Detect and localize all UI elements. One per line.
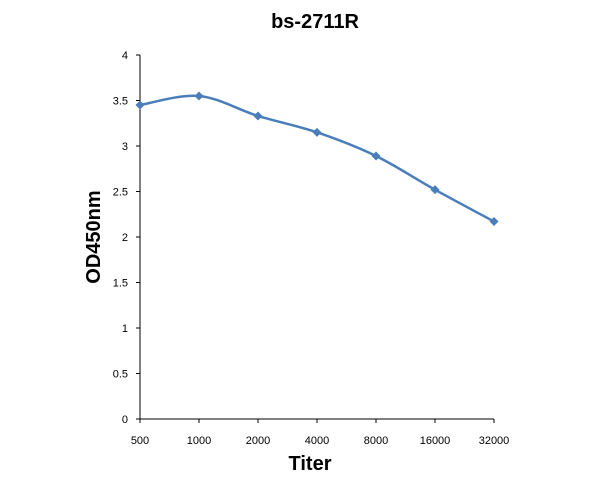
series-line [139,94,495,223]
y-tick-label: 3 [122,141,128,153]
data-point-marker [135,100,145,110]
data-point-marker [253,111,263,121]
y-tick-label: 1.5 [113,278,128,290]
y-tick-label: 2 [122,232,128,244]
x-axis: 500 1000 2000 4000 8000 16000 32000 [131,419,509,447]
x-tick-label: 32000 [479,435,510,447]
series-group [135,91,499,227]
data-point-marker [430,185,440,195]
y-tick-label: 0.5 [113,369,128,381]
data-point-marker [371,151,381,161]
x-axis-label: Titer [289,453,332,475]
x-tick-label: 16000 [420,435,451,447]
data-point-marker [489,217,499,227]
x-tick-label: 1000 [187,435,211,447]
y-tick-label: 2.5 [113,187,128,199]
y-axis: 0 0.5 1 1.5 2 2.5 3 3.5 4 [113,50,140,426]
chart-title: bs-2711R [271,11,359,33]
y-axis-label: OD450nm [83,190,105,283]
data-point-marker [312,127,322,137]
y-tick-label: 0 [122,414,128,426]
data-point-marker [194,91,204,101]
x-tick-label: 8000 [364,435,388,447]
y-tick-label: 3.5 [113,96,128,108]
x-tick-label: 500 [131,435,149,447]
x-tick-label: 4000 [305,435,329,447]
x-tick-label: 2000 [246,435,270,447]
y-tick-label: 1 [122,323,128,335]
y-tick-label: 4 [122,50,128,62]
